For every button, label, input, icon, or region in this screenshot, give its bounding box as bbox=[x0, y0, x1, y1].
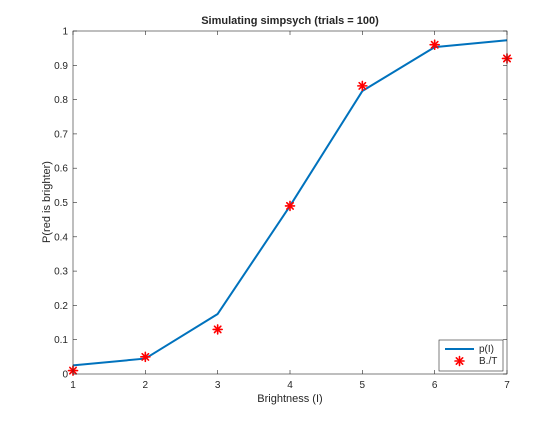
x-tick-label: 2 bbox=[143, 380, 149, 391]
y-tick-label: 0 bbox=[62, 370, 68, 381]
x-tick-label: 3 bbox=[215, 380, 221, 391]
y-tick-label: 0.9 bbox=[54, 61, 68, 72]
legend-marker-swatch bbox=[454, 355, 465, 367]
legend-box bbox=[438, 339, 504, 372]
y-tick-label: 0.4 bbox=[54, 232, 68, 243]
legend-entry-b-t: B./T bbox=[479, 356, 497, 367]
y-tick-label: 0.1 bbox=[54, 335, 68, 346]
data-point-b-t bbox=[284, 200, 296, 212]
y-tick-label: 1 bbox=[62, 27, 68, 38]
x-tick-label: 1 bbox=[70, 380, 76, 391]
x-tick-label: 5 bbox=[360, 380, 366, 391]
x-tick-label: 4 bbox=[287, 380, 293, 391]
y-tick-label: 0.2 bbox=[54, 301, 68, 312]
x-tick-label: 7 bbox=[504, 380, 510, 391]
y-tick-label: 0.3 bbox=[54, 267, 68, 278]
chart-title: Simulating simpsych (trials = 100) bbox=[201, 15, 379, 27]
axes: 1 2 3 4 5 6 7 0 0.1 0.2 0.3 0.4 0.5 0.6 0.7 0.8 0.9 1 bbox=[54, 27, 510, 392]
y-axis-label: P(red is brighter) bbox=[41, 161, 53, 243]
data-point-b-t bbox=[429, 39, 440, 51]
y-tick-label: 0.6 bbox=[54, 164, 68, 175]
legend-asterisk bbox=[454, 355, 465, 367]
x-axis-label: Brightness (I) bbox=[257, 393, 322, 405]
y-tick-label: 0.7 bbox=[54, 129, 68, 140]
legend: p(I) B./T bbox=[438, 339, 504, 372]
legend-entry-p-i: p(I) bbox=[479, 344, 494, 355]
data-point-b-t bbox=[140, 351, 151, 363]
data-point-b-t bbox=[212, 324, 223, 335]
y-tick-label: 0.8 bbox=[54, 95, 68, 106]
data-point-b-t bbox=[357, 80, 368, 92]
x-tick-label: 6 bbox=[432, 380, 438, 391]
plot-area-border bbox=[72, 30, 508, 375]
y-tick-label: 0.5 bbox=[54, 198, 68, 209]
